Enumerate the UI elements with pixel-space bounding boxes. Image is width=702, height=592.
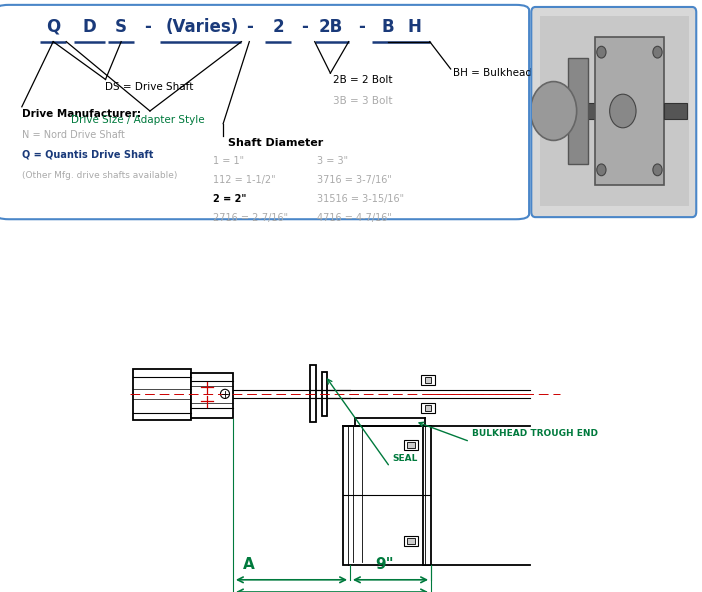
Bar: [407, 538, 415, 544]
Text: BH = Bulkhead: BH = Bulkhead: [453, 68, 532, 78]
Text: 9": 9": [376, 556, 395, 572]
Text: B: B: [382, 18, 395, 36]
Text: Q = Quantis Drive Shaft: Q = Quantis Drive Shaft: [22, 150, 153, 160]
Circle shape: [531, 82, 576, 140]
Text: 2B = 2 Bolt: 2B = 2 Bolt: [333, 75, 392, 85]
Text: 3B = 3 Bolt: 3B = 3 Bolt: [333, 96, 392, 107]
Circle shape: [653, 46, 662, 58]
Text: 31516 = 3-15/16": 31516 = 3-15/16": [317, 194, 404, 204]
Text: 1 = 1": 1 = 1": [213, 156, 244, 166]
Text: 4716 = 4-7/16": 4716 = 4-7/16": [317, 213, 392, 223]
Circle shape: [609, 94, 636, 128]
Text: D: D: [83, 18, 97, 36]
Text: SEAL: SEAL: [392, 454, 418, 463]
Bar: [407, 442, 415, 448]
Bar: [425, 377, 431, 382]
Bar: [191, 372, 233, 419]
Circle shape: [597, 46, 606, 58]
Bar: [664, 102, 687, 120]
Text: 3 = 3": 3 = 3": [317, 156, 348, 166]
Text: -: -: [246, 18, 253, 36]
Text: Shaft Diameter: Shaft Diameter: [228, 139, 324, 149]
Text: H: H: [407, 18, 421, 36]
Text: DS = Drive Shaft: DS = Drive Shaft: [105, 82, 194, 92]
Bar: [569, 59, 588, 163]
Bar: [541, 102, 659, 120]
Text: -: -: [358, 18, 365, 36]
Bar: [133, 369, 191, 420]
Text: -: -: [300, 18, 307, 36]
Text: BULKHEAD TROUGH END: BULKHEAD TROUGH END: [472, 429, 598, 437]
Text: S: S: [115, 18, 127, 36]
Bar: [423, 426, 431, 565]
Text: N = Nord Drive Shaft: N = Nord Drive Shaft: [22, 130, 125, 140]
Text: 2716 = 2-7/16": 2716 = 2-7/16": [213, 213, 288, 223]
Bar: [425, 405, 431, 411]
Text: 2 = 2": 2 = 2": [213, 194, 246, 204]
FancyBboxPatch shape: [0, 5, 529, 219]
Text: 2B: 2B: [318, 18, 343, 36]
Circle shape: [597, 164, 606, 176]
Bar: [404, 536, 418, 546]
FancyBboxPatch shape: [531, 7, 696, 217]
Bar: [595, 37, 664, 185]
Bar: [404, 440, 418, 450]
Text: (Other Mfg. drive shafts available): (Other Mfg. drive shafts available): [22, 171, 177, 180]
Text: 3716 = 3-7/16": 3716 = 3-7/16": [317, 175, 392, 185]
Text: A: A: [243, 556, 255, 572]
Text: Drive Manufacturer:: Drive Manufacturer:: [22, 109, 141, 119]
Bar: [310, 365, 316, 422]
Text: Q: Q: [46, 18, 60, 36]
Text: 112 = 1-1/2": 112 = 1-1/2": [213, 175, 275, 185]
Text: Drive Size / Adapter Style: Drive Size / Adapter Style: [72, 115, 205, 125]
Bar: [343, 426, 430, 565]
Bar: [421, 375, 435, 385]
Circle shape: [220, 390, 230, 398]
Text: (Varies): (Varies): [166, 18, 239, 36]
Text: -: -: [144, 18, 151, 36]
Bar: [322, 372, 327, 416]
Circle shape: [653, 164, 662, 176]
Bar: [421, 403, 435, 413]
Text: 2: 2: [272, 18, 284, 36]
Bar: [350, 426, 365, 562]
